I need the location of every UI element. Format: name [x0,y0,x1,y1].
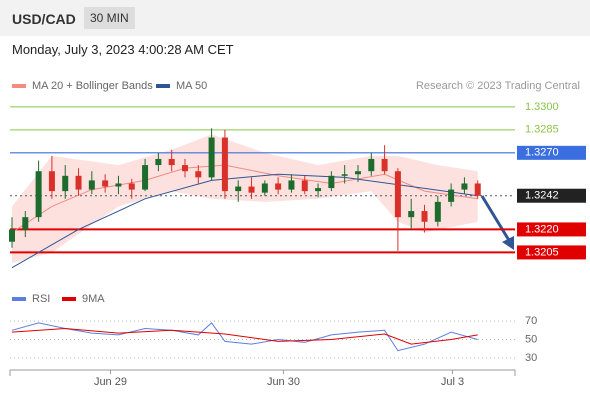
level-label: 1.3205 [525,246,559,258]
level-label: 1.3285 [525,124,559,136]
candle-body [434,201,441,222]
bollinger-band [11,134,478,264]
candle-body [88,180,95,190]
candle-body [461,183,468,190]
candle-body [8,229,15,242]
forecast-arrow [480,195,512,243]
candle-body [368,158,375,172]
candle-body [408,211,415,218]
candle-body [128,183,135,190]
rsi-line [11,327,478,345]
candle-body [208,137,215,178]
moving-average [11,164,478,233]
interval-button[interactable]: 30 MIN [84,7,135,29]
x-tick-label: Jun 29 [94,376,127,388]
candle-body [155,158,162,166]
candle-body [341,174,348,176]
candle-body [354,171,361,175]
candle-body [381,158,388,172]
candle-body [22,217,29,230]
legend-swatch [12,297,26,301]
candle-body [221,137,228,192]
level-box [517,188,586,203]
moving-average [11,173,478,269]
candle-body [315,188,322,192]
candle-body [195,171,202,178]
y-tick-label: 30 [525,352,537,364]
y-tick-label: 70 [525,315,537,327]
candle-body [474,183,481,196]
candle-body [168,158,175,166]
candle-body [142,165,149,190]
level-box [517,222,586,237]
candle-body [328,175,335,189]
candle-body [75,175,82,190]
source: Research © 2023 Trading Central [416,80,580,92]
x-tick-label: Jul 3 [441,376,464,388]
candle-body [102,180,109,187]
candle-body [261,183,268,193]
symbol: USD/CAD [12,11,76,27]
legend-label: MA 50 [176,80,207,92]
candle-body [115,183,122,187]
legend-swatch [12,84,26,88]
level-label: 1.3300 [525,101,559,113]
level-label: 1.3220 [525,223,559,235]
candle-body [275,183,282,190]
date: Monday, July 3, 2023 4:00:28 AM CET [12,42,234,57]
arrow-head [502,236,514,250]
level-label: 1.3242 [525,190,559,202]
level-box [517,145,586,160]
level-label: 1.3270 [525,147,559,159]
y-tick-label: 50 [525,333,537,345]
legend-swatch [62,297,76,301]
candle-body [48,171,55,192]
candle-body [301,180,308,192]
candle-body [394,171,401,218]
legend-swatch [156,84,170,88]
candle-body [288,180,295,190]
candle-body [62,175,69,192]
x-tick-label: Jun 30 [267,376,300,388]
candle-body [181,165,188,172]
candle-body [35,171,42,218]
level-box [517,245,586,260]
candle-body [421,211,428,222]
legend-label: MA 20 + Bollinger Bands [32,80,153,92]
candle-body [235,186,242,192]
rsi-line [11,322,478,352]
legend-label: 9MA [82,293,105,305]
candle-body [448,189,455,202]
header: USD/CAD 30 MIN [0,0,590,36]
candle-body [248,186,255,193]
legend-label: RSI [32,293,50,305]
